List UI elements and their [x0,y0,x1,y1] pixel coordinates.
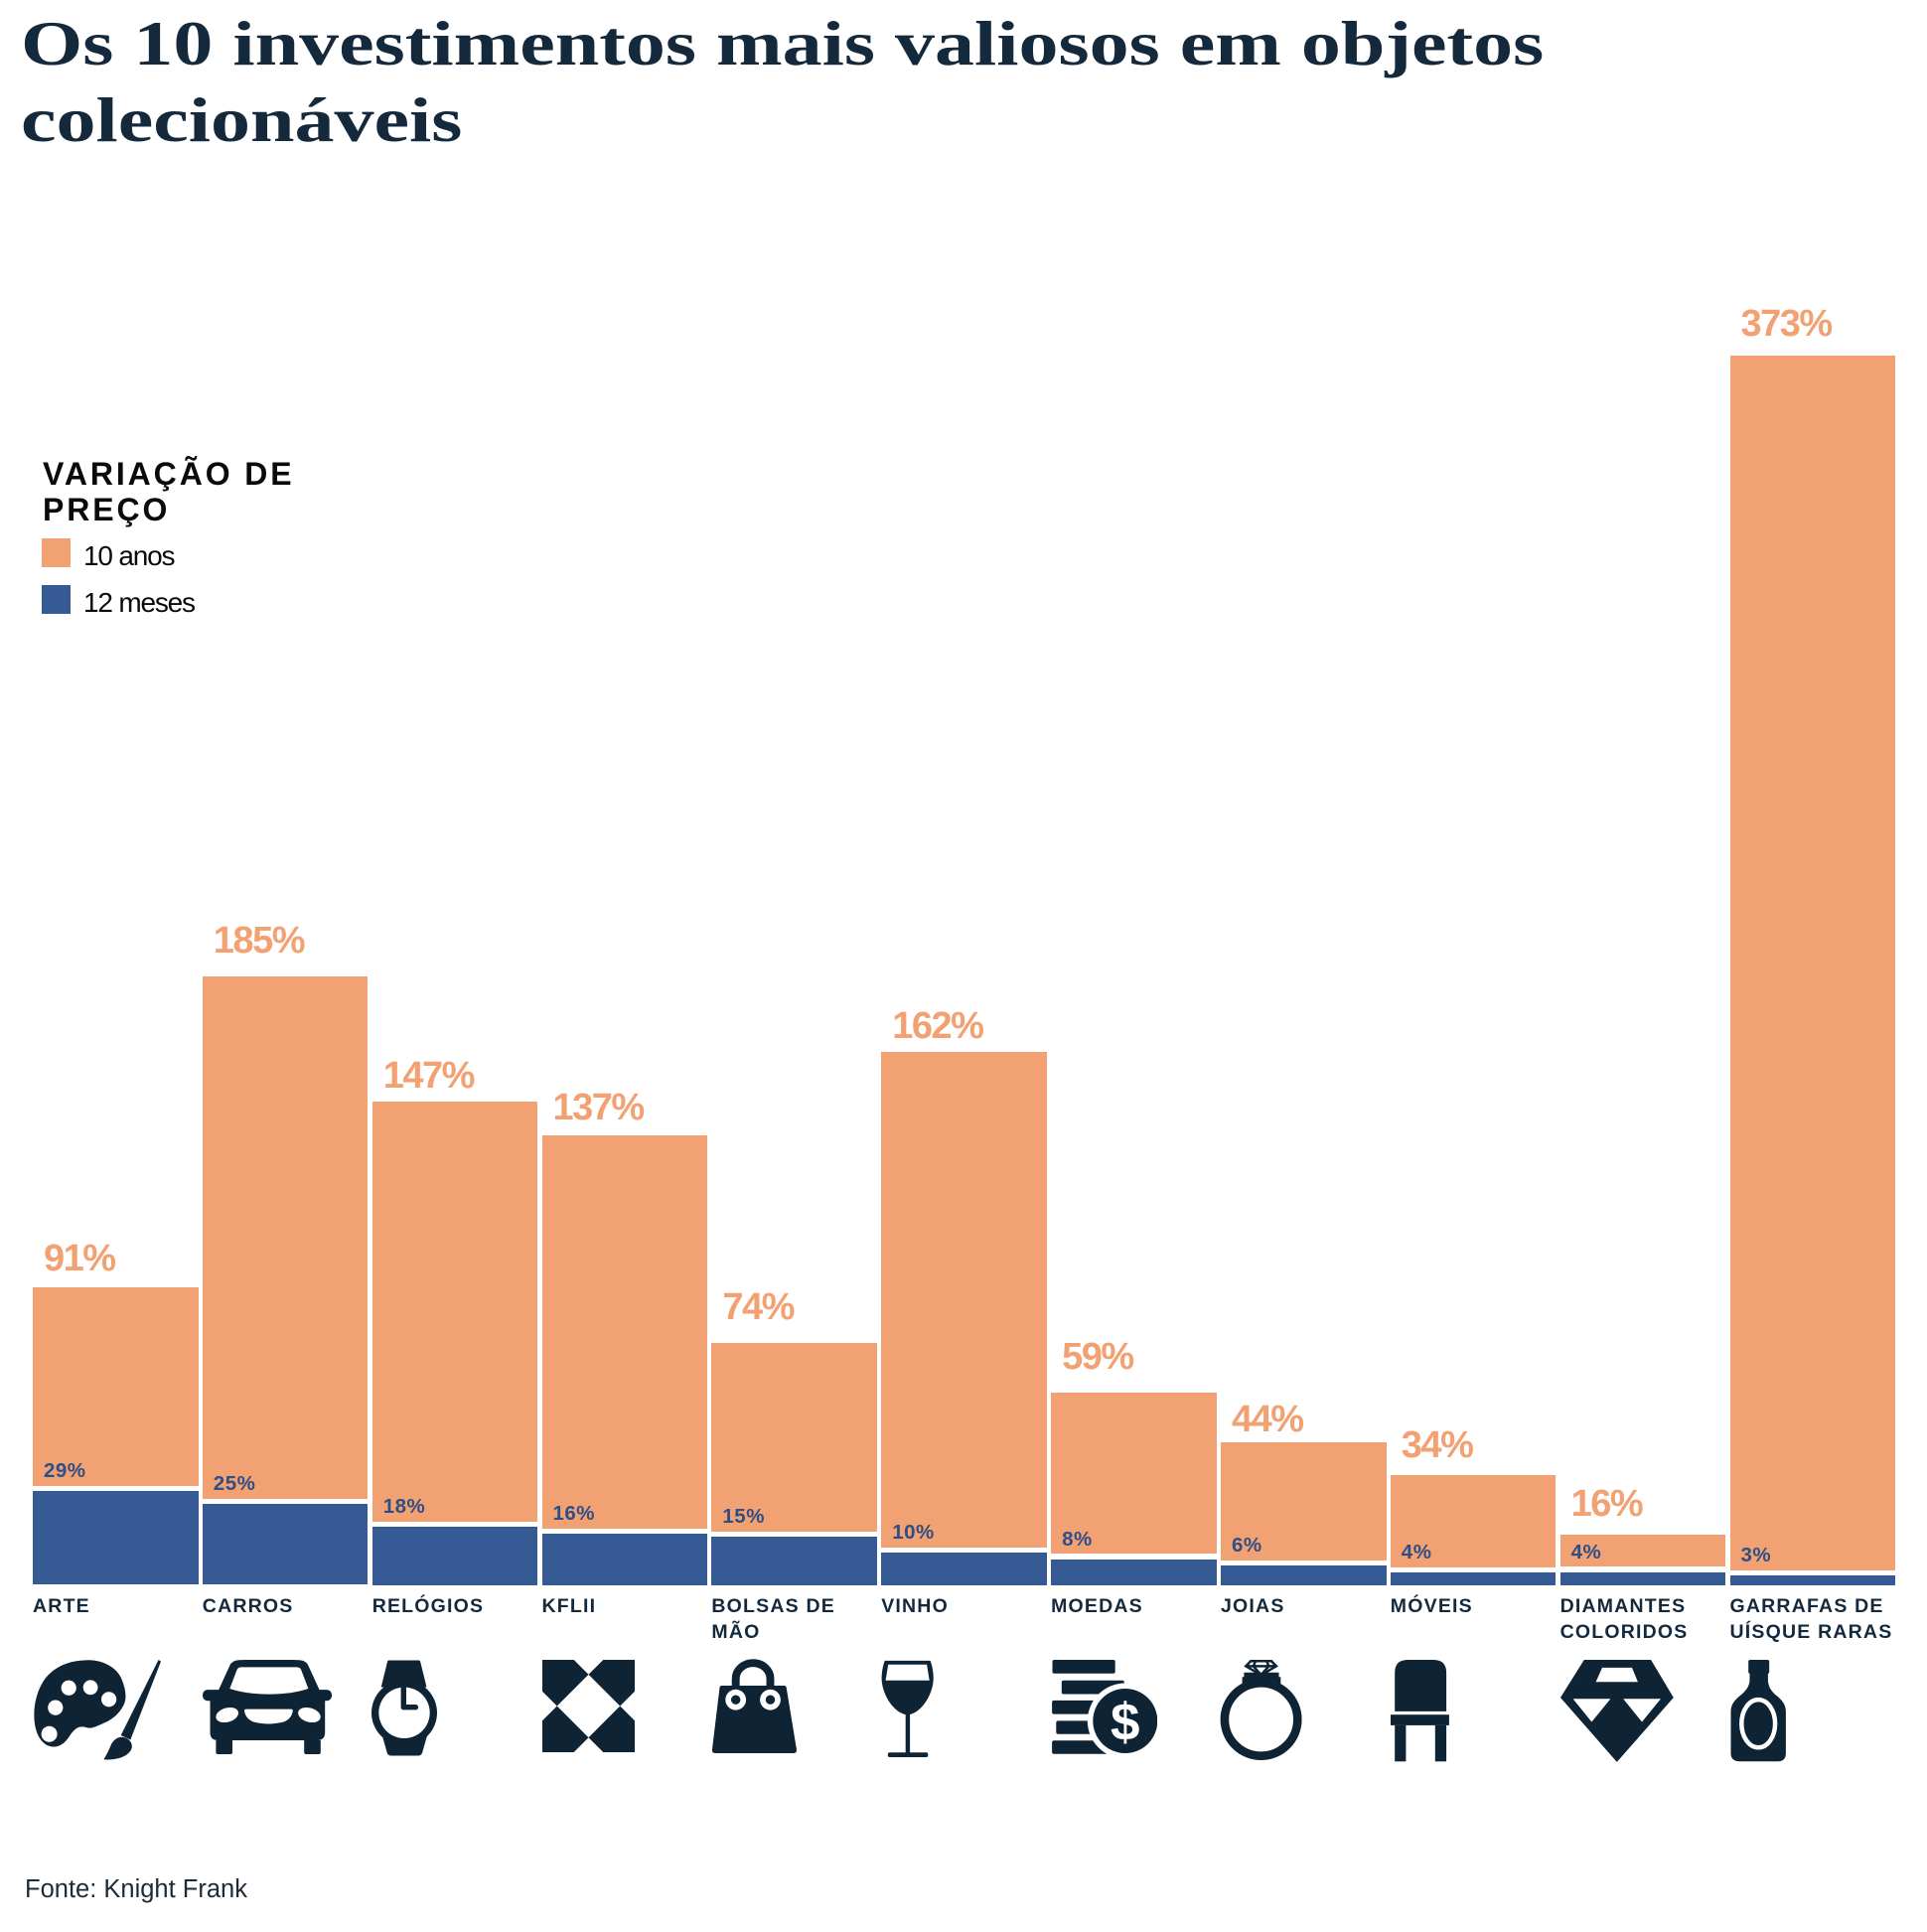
svg-text:$: $ [1111,1694,1139,1752]
